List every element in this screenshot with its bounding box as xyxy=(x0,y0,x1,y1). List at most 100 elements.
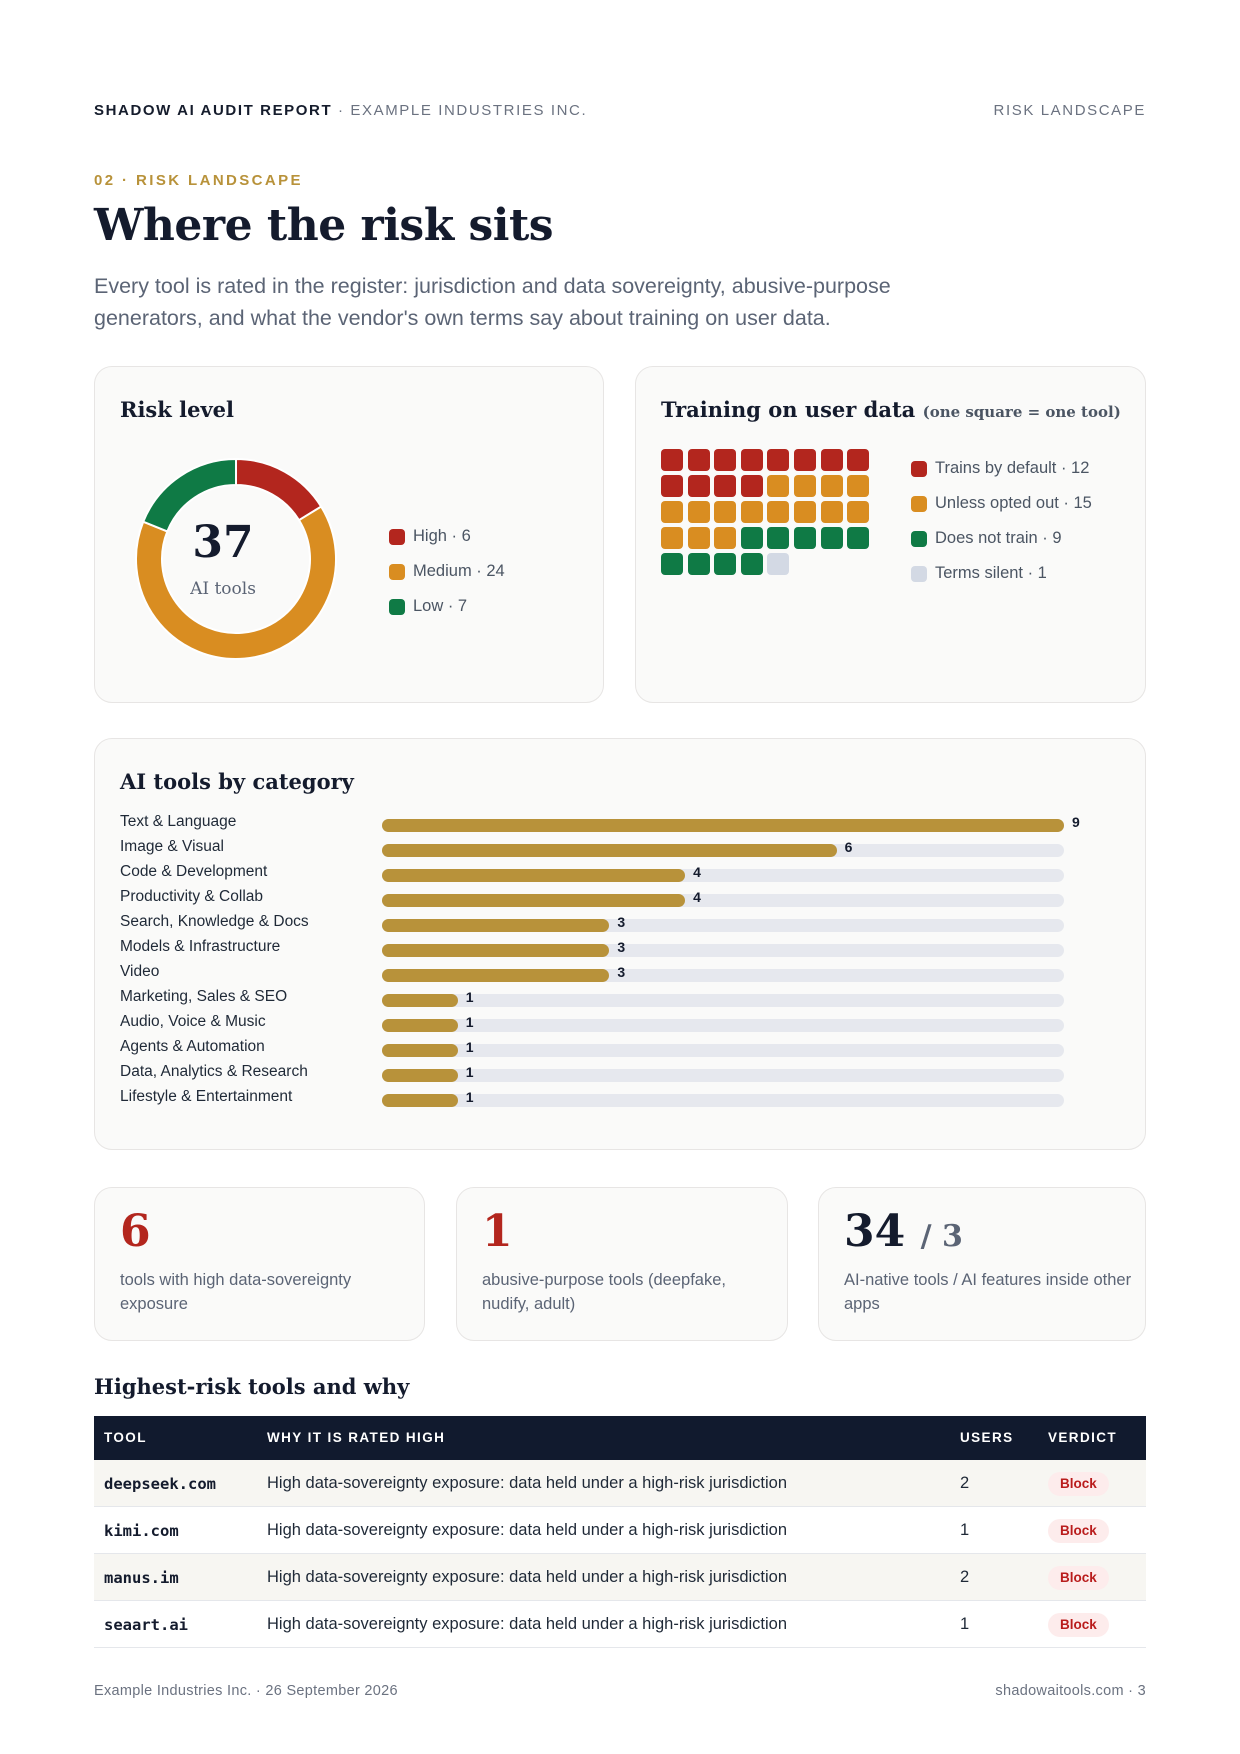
category-bar-track xyxy=(382,919,1064,932)
category-bar xyxy=(382,1044,458,1057)
training-title-text: Training on user data xyxy=(661,397,916,422)
category-bar-track xyxy=(382,1094,1064,1107)
legend-label: Terms silent · 1 xyxy=(935,564,1047,582)
category-bar xyxy=(382,919,610,932)
report-brand: SHADOW AI AUDIT REPORT · EXAMPLE INDUSTR… xyxy=(94,102,587,119)
page-header: SHADOW AI AUDIT REPORT · EXAMPLE INDUSTR… xyxy=(94,102,1146,122)
waffle-square xyxy=(740,449,763,471)
waffle-square xyxy=(847,527,870,549)
header-section-name: RISK LANDSCAPE xyxy=(993,102,1146,119)
table-row: kimi.com High data-sovereignty exposure: … xyxy=(94,1507,1146,1554)
waffle-square xyxy=(820,449,843,471)
table-header: TOOL WHY IT IS RATED HIGH USERS VERDICT xyxy=(94,1416,1146,1460)
category-chart-title: AI tools by category xyxy=(120,769,354,794)
waffle-square xyxy=(714,449,737,471)
category-value-label: 1 xyxy=(465,1039,474,1055)
category-bar xyxy=(382,894,686,907)
legend-swatch xyxy=(389,529,405,545)
category-bar-track xyxy=(382,944,1064,957)
legend-label: Does not train · 9 xyxy=(935,529,1062,547)
waffle-square xyxy=(714,501,737,523)
category-label: Video xyxy=(120,963,160,980)
category-value-label: 6 xyxy=(844,839,853,855)
category-row: Code & Development 4 xyxy=(120,861,1120,886)
category-value-label: 1 xyxy=(465,989,474,1005)
tool-domain: manus.im xyxy=(104,1569,179,1587)
category-value-label: 9 xyxy=(1072,814,1080,830)
waffle-square xyxy=(661,449,683,471)
waffle-square xyxy=(687,527,710,549)
waffle-square xyxy=(794,527,816,549)
category-value-label: 3 xyxy=(617,939,626,955)
category-label: Search, Knowledge & Docs xyxy=(120,913,309,930)
waffle-square xyxy=(740,501,763,523)
category-row: Text & Language 9 xyxy=(120,811,1120,836)
category-row: Video 3 xyxy=(120,961,1120,986)
waffle-square xyxy=(714,553,737,575)
category-value-label: 4 xyxy=(693,864,701,880)
waffle-square xyxy=(794,475,816,497)
category-bar xyxy=(382,1069,458,1082)
risk-level-card: Risk level 37 AI tools High · 6 Medium · … xyxy=(94,366,604,703)
stat-value-group: 34 / 3 xyxy=(844,1206,963,1257)
section-eyebrow: 02 · RISK LANDSCAPE xyxy=(94,172,303,189)
category-bar-track xyxy=(382,844,1064,857)
category-value-label: 1 xyxy=(465,1089,474,1105)
stat-description: tools with high data-sovereignty exposur… xyxy=(120,1271,352,1313)
category-row: Image & Visual 6 xyxy=(120,836,1120,861)
training-subtitle: (one square = one tool) xyxy=(922,403,1121,421)
waffle-square xyxy=(820,475,843,497)
category-bar-track xyxy=(382,969,1064,982)
risk-total-count: 37 xyxy=(192,517,254,568)
legend-label: Unless opted out · 15 xyxy=(935,494,1092,512)
category-row: Audio, Voice & Music 1 xyxy=(120,1011,1120,1036)
donut-slice-0 xyxy=(235,457,323,522)
waffle-square xyxy=(767,553,790,575)
waffle-square xyxy=(740,527,763,549)
footer-company-date: Example Industries Inc. · 26 September 2… xyxy=(94,1683,398,1699)
legend-swatch xyxy=(389,564,405,580)
category-value-label: 3 xyxy=(617,964,626,980)
stat-value: 1 xyxy=(482,1206,513,1257)
waffle-square xyxy=(794,449,816,471)
waffle-square xyxy=(847,475,870,497)
waffle-square xyxy=(687,475,710,497)
legend-label: Medium · 24 xyxy=(413,562,505,580)
category-row: Lifestyle & Entertainment 1 xyxy=(120,1086,1120,1111)
risk-reason: High data-sovereignty exposure: data hel… xyxy=(267,1615,788,1633)
tool-domain: kimi.com xyxy=(104,1522,179,1540)
category-bar-track xyxy=(382,869,1064,882)
legend-label: Low · 7 xyxy=(413,597,468,615)
verdict-badge: Block xyxy=(1048,1519,1109,1543)
category-value-label: 3 xyxy=(617,914,626,930)
legend-swatch xyxy=(911,531,927,547)
waffle-square xyxy=(714,527,737,549)
risk-reason: High data-sovereignty exposure: data hel… xyxy=(267,1521,788,1539)
donut-slice-2 xyxy=(141,457,237,533)
category-value-label: 4 xyxy=(693,889,701,905)
stat-value: 6 xyxy=(120,1206,151,1257)
waffle-square xyxy=(767,501,790,523)
category-bar xyxy=(382,994,458,1007)
legend-swatch xyxy=(911,566,927,582)
category-bar xyxy=(382,1019,458,1032)
tool-domain: deepseek.com xyxy=(104,1475,216,1493)
user-count: 2 xyxy=(960,1474,970,1492)
category-row: Models & Infrastructure 3 xyxy=(120,936,1120,961)
category-label: Audio, Voice & Music xyxy=(120,1013,266,1030)
category-bar xyxy=(382,969,610,982)
column-header-verdict: VERDICT xyxy=(1048,1430,1118,1445)
category-label: Models & Infrastructure xyxy=(120,938,281,955)
table-row: manus.im High data-sovereignty exposure: … xyxy=(94,1554,1146,1601)
table-row: seaart.ai High data-sovereignty exposure:… xyxy=(94,1601,1146,1648)
waffle-square xyxy=(767,475,790,497)
waffle-square xyxy=(820,501,843,523)
waffle-square xyxy=(714,475,737,497)
risk-reason: High data-sovereignty exposure: data hel… xyxy=(267,1474,788,1492)
category-label: Image & Visual xyxy=(120,838,224,855)
waffle-square xyxy=(661,475,683,497)
risk-reason: High data-sovereignty exposure: data hel… xyxy=(267,1568,788,1586)
category-bar-track xyxy=(382,819,1064,832)
category-value-label: 1 xyxy=(465,1014,474,1030)
table-row: deepseek.com High data-sovereignty exposu… xyxy=(94,1460,1146,1507)
